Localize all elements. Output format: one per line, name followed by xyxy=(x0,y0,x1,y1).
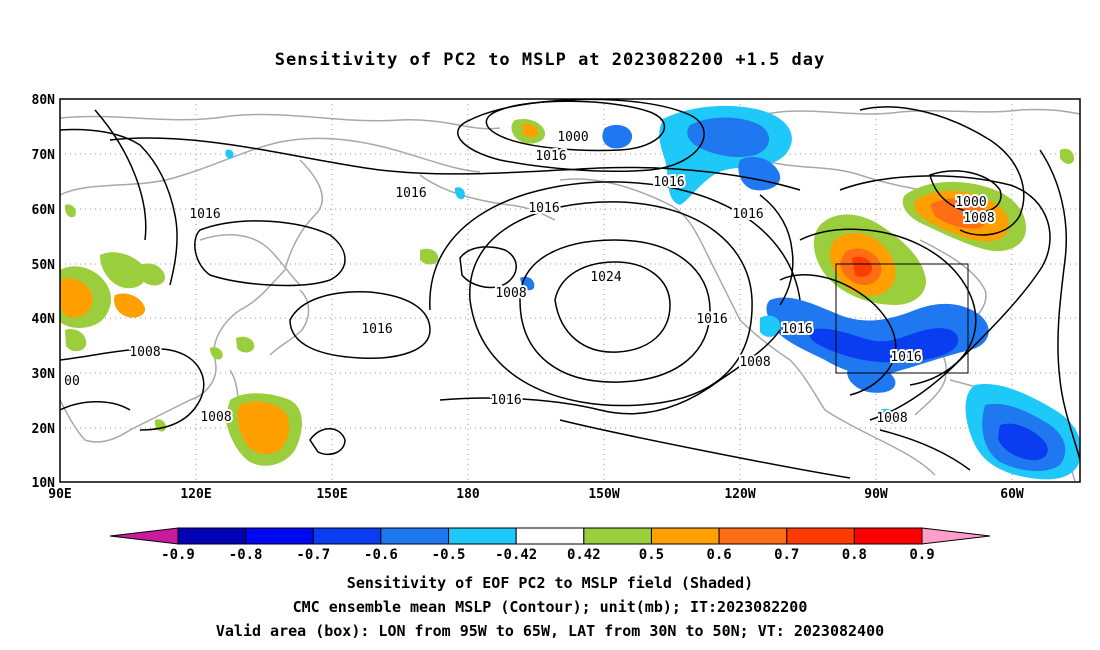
colorbar-swatch xyxy=(515,527,585,545)
mslp-contours xyxy=(60,99,1080,479)
contour-label: 1016 xyxy=(528,201,559,216)
colorbar-label: -0.42 xyxy=(495,547,537,563)
colorbar-label: -0.6 xyxy=(364,547,398,563)
contour-label: 1016 xyxy=(490,393,521,408)
lon-label: 90E xyxy=(48,487,71,502)
contour-label: 1016 xyxy=(890,350,921,365)
colorbar-swatch xyxy=(245,527,314,545)
caption-line-1: Sensitivity of EOF PC2 to MSLP field (Sh… xyxy=(346,574,754,592)
colorbar-label: 0.42 xyxy=(567,547,601,563)
caption-line-3: Valid area (box): LON from 95W to 65W, L… xyxy=(215,622,885,640)
colorbar-label: 0.9 xyxy=(909,547,934,563)
lon-label: 90W xyxy=(864,487,888,502)
contour-label: 1008 xyxy=(200,410,231,425)
colorbar-swatch xyxy=(853,527,923,545)
colorbar-label: -0.9 xyxy=(161,547,195,563)
contour-label: 1016 xyxy=(395,186,426,201)
colorbar-swatch xyxy=(583,527,652,545)
lon-label: 120W xyxy=(724,487,755,502)
contour-label: 00 xyxy=(64,374,80,389)
colorbar-swatch xyxy=(312,527,382,545)
colorbar-swatch xyxy=(786,527,855,545)
lat-label: 70N xyxy=(32,148,56,163)
caption-line-2: CMC ensemble mean MSLP (Contour); unit(m… xyxy=(292,598,808,616)
colorbar-label: 0.5 xyxy=(639,547,664,563)
lon-label: 60W xyxy=(1000,487,1024,502)
colorbar-label: -0.5 xyxy=(432,547,466,563)
contour-label: 1016 xyxy=(781,322,812,337)
lat-label: 80N xyxy=(32,93,56,108)
lat-label: 30N xyxy=(32,367,56,382)
valid-area-box xyxy=(835,263,969,374)
contour-label: 1000 xyxy=(557,130,588,145)
colorbar: -0.9 -0.8 -0.7 -0.6 -0.5 -0.42 0.42 0.5 0.6 0.7 0.… xyxy=(109,527,991,563)
lat-label: 20N xyxy=(32,422,56,437)
contour-label: 1008 xyxy=(129,345,160,360)
contour-label: 1016 xyxy=(653,175,684,190)
colorbar-label: -0.8 xyxy=(229,547,263,563)
colorbar-label: -0.7 xyxy=(296,547,330,563)
contour-label: 1024 xyxy=(590,270,621,285)
lon-label: 150W xyxy=(588,487,619,502)
colorbar-swatch xyxy=(718,527,788,545)
lon-label: 120E xyxy=(180,487,211,502)
contour-label: 1016 xyxy=(535,149,566,164)
contour-label: 1008 xyxy=(495,286,526,301)
colorbar-swatch xyxy=(177,527,247,545)
contour-label: 1008 xyxy=(876,411,907,426)
contour-label: 1016 xyxy=(189,207,220,222)
colorbar-swatch xyxy=(448,527,517,545)
contour-label: 1000 xyxy=(955,195,986,210)
colorbar-label: 0.6 xyxy=(706,547,731,563)
contour-label: 1008 xyxy=(963,211,994,226)
contour-label: 1016 xyxy=(361,322,392,337)
lat-label: 50N xyxy=(32,258,56,273)
colorbar-swatch xyxy=(650,527,720,545)
lat-label: 10N xyxy=(32,476,56,491)
colorbar-label: 0.8 xyxy=(842,547,867,563)
lat-label: 40N xyxy=(32,312,56,327)
contour-label: 1008 xyxy=(739,355,770,370)
lon-label: 180 xyxy=(456,487,480,502)
colorbar-label: 0.7 xyxy=(774,547,799,563)
contour-label: 1016 xyxy=(732,207,763,222)
colorbar-low-triangle xyxy=(109,527,179,545)
contour-label: 1016 xyxy=(696,312,727,327)
colorbar-high-triangle xyxy=(921,527,991,545)
colorbar-swatch xyxy=(380,527,450,545)
lat-label: 60N xyxy=(32,203,56,218)
page-title: Sensitivity of PC2 to MSLP at 2023082200… xyxy=(274,50,826,70)
lon-label: 150E xyxy=(316,487,347,502)
